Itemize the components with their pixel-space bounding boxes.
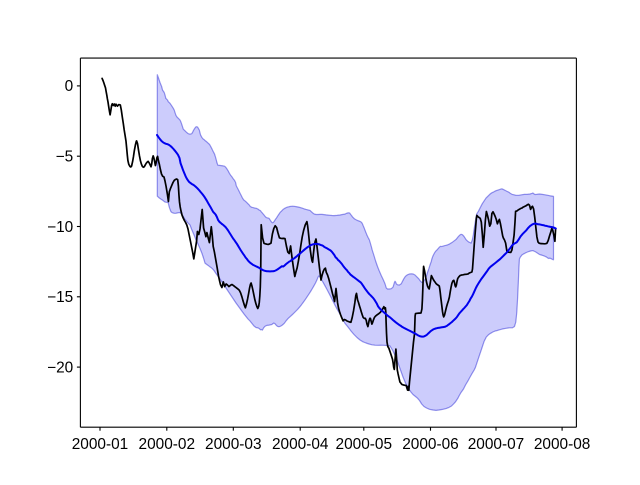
svg-text:2000-02: 2000-02 (139, 436, 195, 453)
svg-text:−5: −5 (56, 149, 74, 166)
svg-text:−20: −20 (47, 359, 73, 376)
svg-text:0: 0 (65, 78, 74, 95)
svg-text:−15: −15 (47, 289, 73, 306)
svg-text:−10: −10 (47, 219, 73, 236)
svg-text:2000-07: 2000-07 (468, 436, 524, 453)
svg-text:2000-08: 2000-08 (534, 436, 590, 453)
svg-text:2000-03: 2000-03 (205, 436, 261, 453)
svg-text:2000-05: 2000-05 (336, 436, 392, 453)
svg-text:2000-04: 2000-04 (272, 436, 329, 453)
svg-text:2000-06: 2000-06 (402, 436, 458, 453)
svg-text:2000-01: 2000-01 (72, 436, 128, 453)
